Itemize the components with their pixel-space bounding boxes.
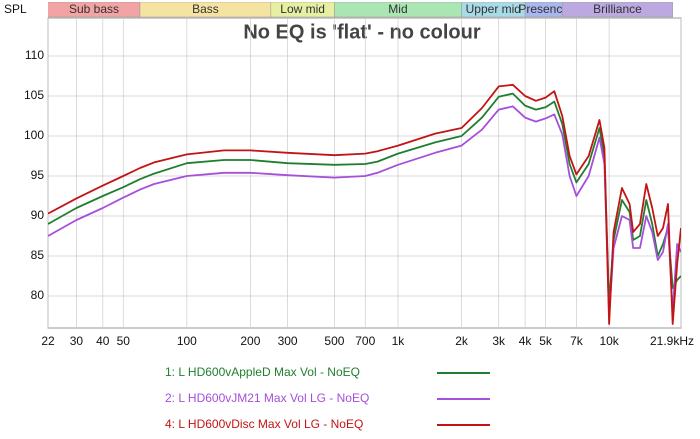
band-label: Bass: [192, 2, 219, 16]
series-line: [48, 92, 681, 305]
x-tick-label: 40: [96, 334, 110, 348]
legend-label: 1: L HD600vAppleD Max Vol - NoEQ: [165, 365, 360, 379]
x-tick-label: 30: [70, 334, 84, 348]
x-tick-label: 1k: [392, 334, 406, 348]
x-tick-label: 4k: [519, 334, 533, 348]
band-label: Low mid: [280, 2, 325, 16]
band-label: Upper mid: [466, 2, 521, 16]
y-tick-label: 110: [25, 48, 44, 62]
y-tick-label: 105: [24, 88, 44, 102]
x-tick-label: 200: [240, 334, 260, 348]
band-label: Mid: [388, 2, 407, 16]
x-tick-label: 10k: [599, 334, 619, 348]
x-tick-label: 21.9kHz: [650, 334, 694, 348]
plot-area: [47, 17, 682, 329]
legend-label: 4: L HD600vDisc Max Vol LG - NoEQ: [165, 417, 363, 431]
series-line: [48, 83, 681, 325]
x-tick-label: 700: [355, 334, 375, 348]
y-tick-label: 80: [31, 288, 45, 302]
x-tick-label: 22: [41, 334, 55, 348]
chart-title: No EQ is 'flat' - no colour: [243, 21, 481, 43]
y-tick-label: 95: [31, 168, 45, 182]
legend-label: 2: L HD600vJM21 Max Vol LG - NoEQ: [165, 391, 369, 405]
x-tick-label: 500: [324, 334, 344, 348]
x-tick-label: 5k: [539, 334, 553, 348]
series-line: [48, 105, 681, 317]
band-label: Sub bass: [69, 2, 119, 16]
x-tick-label: 100: [177, 334, 197, 348]
x-tick-label: 3k: [492, 334, 506, 348]
y-tick-label: 85: [31, 248, 45, 262]
x-tick-label: 2k: [455, 334, 469, 348]
band-label: Presence: [518, 2, 569, 16]
y-axis-label: SPL: [4, 2, 27, 16]
band: [562, 2, 673, 18]
y-tick-label: 100: [24, 128, 44, 142]
x-tick-label: 50: [117, 334, 131, 348]
band-label: Brilliance: [593, 2, 642, 16]
y-tick-label: 90: [31, 208, 45, 222]
x-tick-label: 300: [278, 334, 298, 348]
x-tick-label: 7k: [570, 334, 584, 348]
series-group: [48, 83, 681, 325]
